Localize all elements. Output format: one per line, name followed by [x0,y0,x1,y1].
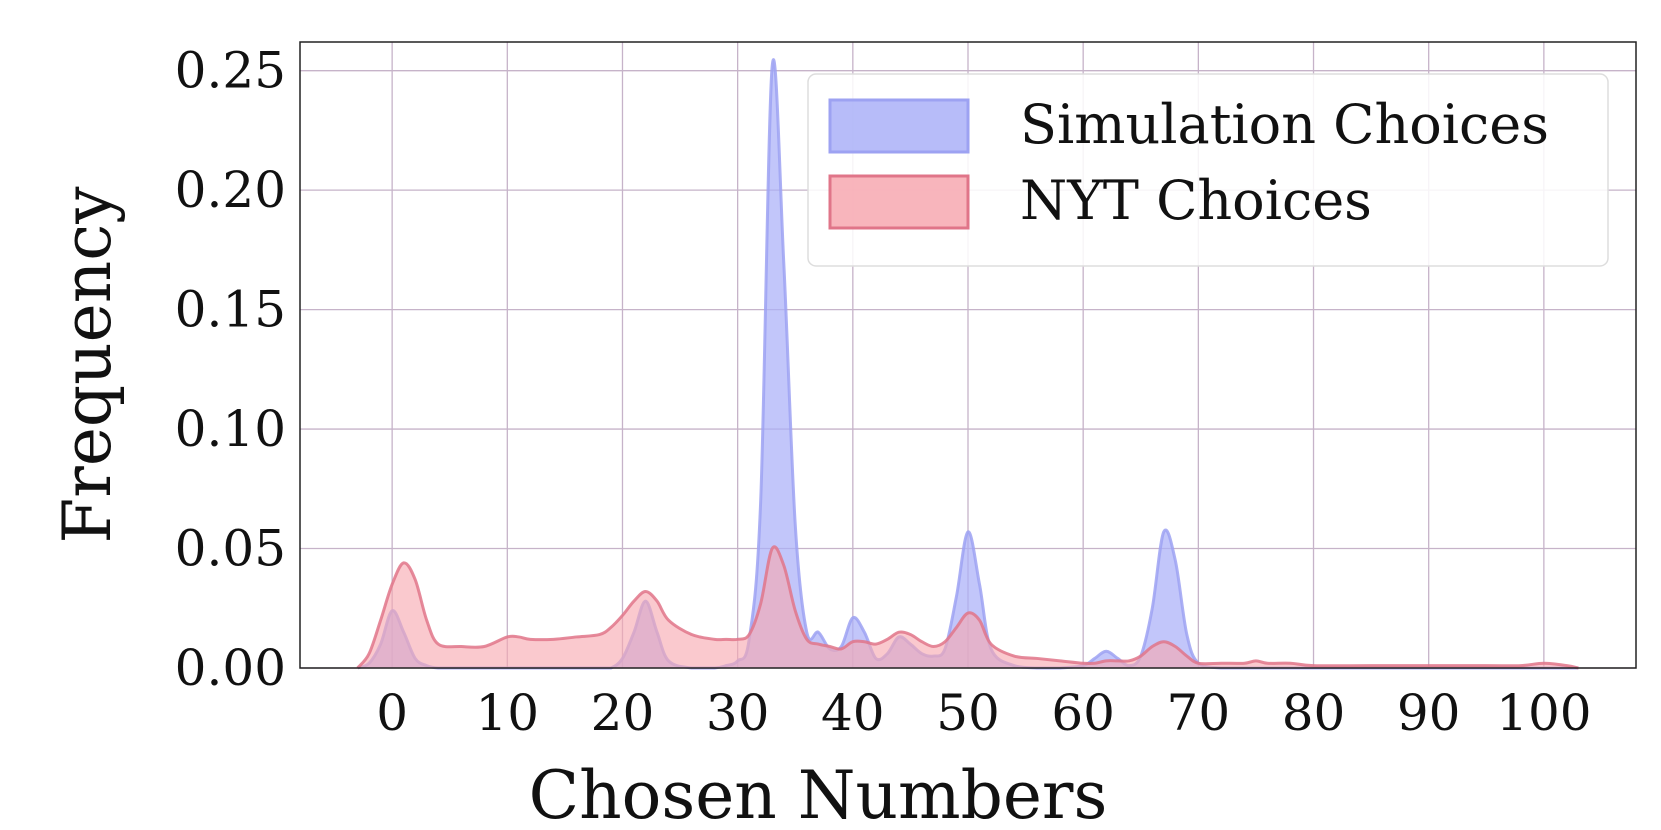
x-tick-label: 90 [1397,684,1461,742]
y-tick-label: 0.05 [175,520,286,578]
y-tick-label: 0.00 [175,639,286,697]
x-tick-label: 20 [591,684,655,742]
x-tick-label: 10 [475,684,539,742]
series-line-nyt [356,545,1579,670]
legend-label-nyt: NYT Choices [1020,169,1372,232]
y-axis-ticks: 0.00 0.05 0.10 0.15 0.20 0.25 [175,42,286,697]
x-tick-label: 80 [1282,684,1346,742]
plot-frame [299,41,1637,669]
x-axis-title: Chosen Numbers [529,757,1108,830]
legend-box [807,73,1609,267]
x-tick-label: 70 [1167,684,1231,742]
legend-swatch-nyt [828,174,970,230]
legend-label-simulation: Simulation Choices [1020,93,1549,156]
x-tick-label: 100 [1496,684,1591,742]
legend-items: Simulation Choices NYT Choices [828,93,1549,232]
y-tick-label: 0.20 [175,161,286,219]
series-area-simulation [357,59,1579,669]
x-tick-label: 50 [936,684,1000,742]
x-tick-label: 60 [1051,684,1115,742]
legend-swatch-simulation [828,98,970,154]
y-tick-label: 0.15 [175,281,286,339]
x-tick-label: 40 [821,684,885,742]
x-axis-ticks: 0 10 20 30 40 50 60 70 80 90 100 [376,684,1591,742]
x-tick-label: 30 [706,684,770,742]
y-tick-label: 0.25 [175,42,286,100]
x-tick-label: 0 [376,684,408,742]
y-tick-label: 0.10 [175,400,286,458]
legend: Simulation Choices NYT Choices [807,73,1609,267]
series-area-nyt [357,546,1579,668]
y-axis-title: Frequency [49,186,126,544]
